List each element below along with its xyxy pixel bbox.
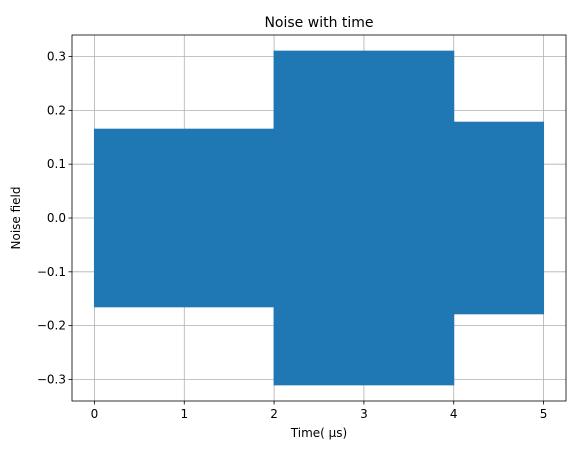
ticks: 0 1 2 3 4 5 −0.3 −0.2 −0.1 0.0 0.1 0.2 0.3: [37, 50, 548, 421]
x-tick-label: 1: [180, 407, 188, 421]
x-tick-label: 5: [540, 407, 548, 421]
x-tick-label: 3: [360, 407, 368, 421]
y-tick-label: −0.2: [37, 319, 66, 333]
y-tick-label: −0.1: [37, 265, 66, 279]
noise-segment-0-2: [453, 121, 545, 315]
y-tick-label: 0.1: [47, 157, 66, 171]
x-axis-label: Time( μs): [290, 426, 347, 440]
y-tick-label: 0.0: [47, 211, 66, 225]
y-tick-label: 0.3: [47, 50, 66, 64]
noise-segment-0-0: [93, 128, 275, 308]
noise-segment-0-1: [273, 50, 455, 386]
x-tick-label: 4: [450, 407, 458, 421]
y-tick-label: 0.2: [47, 103, 66, 117]
y-axis-label: Noise field: [9, 187, 23, 250]
x-tick-label: 0: [91, 407, 99, 421]
y-tick-label: −0.3: [37, 372, 66, 386]
chart-title: Noise with time: [264, 15, 373, 31]
x-tick-label: 2: [270, 407, 278, 421]
plot-area: [93, 50, 545, 386]
